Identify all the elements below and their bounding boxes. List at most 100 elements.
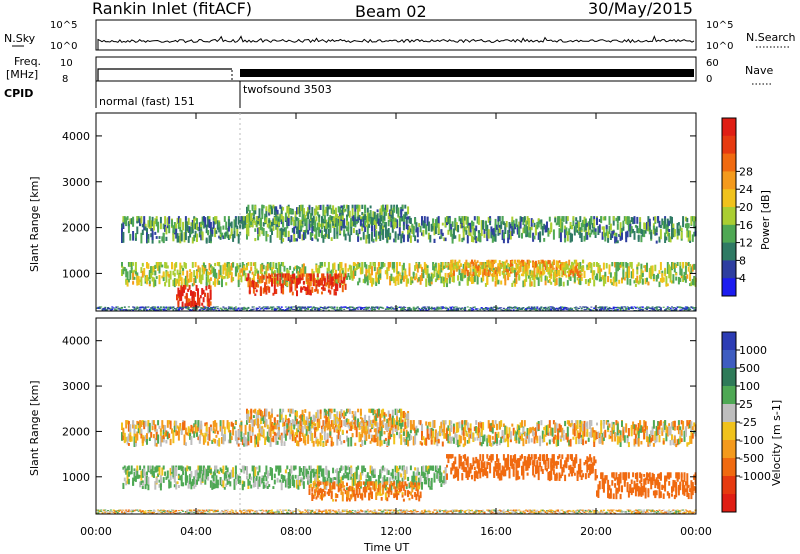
heatmap-cell (451, 306, 454, 308)
heatmap-cell (665, 432, 668, 442)
heatmap-cell (590, 229, 593, 235)
heatmap-cell (666, 229, 669, 237)
heatmap-cell (621, 420, 623, 427)
heatmap-cell (639, 274, 642, 278)
heatmap-cell (157, 307, 160, 309)
heatmap-cell (218, 280, 221, 285)
heatmap-cell (541, 270, 544, 276)
heatmap-cell (412, 230, 415, 238)
heatmap-cell (172, 233, 175, 242)
heatmap-cell (119, 309, 122, 311)
heatmap-cell (612, 278, 615, 286)
heatmap-cell (422, 436, 425, 440)
heatmap-cell (641, 306, 644, 308)
heatmap-cell (461, 237, 464, 243)
heatmap-cell (311, 268, 314, 279)
heatmap-cell (555, 436, 558, 446)
heatmap-cell (437, 216, 440, 224)
heatmap-cell (416, 428, 419, 433)
heatmap-cell (584, 440, 587, 444)
heatmap-cell (522, 262, 525, 267)
heatmap-cell (340, 220, 343, 226)
heatmap-cell (397, 210, 400, 217)
heatmap-cell (422, 307, 425, 309)
heatmap-cell (301, 287, 304, 290)
heatmap-cell (225, 263, 228, 268)
heatmap-cell (133, 269, 136, 273)
heatmap-cell (182, 221, 185, 231)
heatmap-cell (255, 289, 258, 293)
heatmap-cell (462, 227, 465, 238)
heatmap-cell (548, 420, 551, 428)
heatmap-cell (157, 306, 160, 308)
heatmap-cell (383, 263, 386, 267)
heatmap-cell (601, 308, 604, 310)
heatmap-cell (248, 424, 251, 431)
heatmap-cell (357, 264, 360, 269)
heatmap-cell (401, 272, 404, 279)
heatmap-cell (518, 266, 521, 273)
heatmap-cell (359, 425, 362, 429)
heatmap-cell (415, 429, 418, 436)
heatmap-cell (608, 264, 611, 268)
heatmap-cell (686, 223, 689, 231)
heatmap-cell (614, 236, 617, 244)
heatmap-cell (493, 309, 496, 311)
heatmap-cell (390, 210, 393, 215)
heatmap-cell (207, 271, 210, 275)
heatmap-cell (308, 307, 311, 308)
heatmap-cell (469, 222, 472, 229)
heatmap-cell (118, 307, 121, 310)
heatmap-cell (687, 230, 690, 238)
heatmap-cell (305, 229, 308, 233)
heatmap-cell (554, 278, 557, 283)
heatmap-cell (451, 436, 454, 441)
heatmap-cell (434, 225, 437, 234)
heatmap-cell (591, 309, 594, 311)
heatmap-cell (446, 429, 448, 437)
heatmap-cell (393, 277, 396, 284)
heatmap-cell (454, 308, 457, 310)
heatmap-cell (686, 274, 689, 279)
heatmap-cell (176, 431, 179, 436)
heatmap-cell (436, 432, 439, 440)
heatmap-cell (350, 437, 353, 447)
heatmap-cell (490, 231, 493, 239)
heatmap-cell (222, 225, 225, 230)
heatmap-cell (596, 262, 598, 267)
heatmap-cell (173, 222, 176, 233)
heatmap-cell (262, 222, 265, 227)
heatmap-cell (590, 420, 593, 426)
heatmap-cell (321, 278, 323, 285)
heatmap-cell (111, 307, 114, 309)
heatmap-cell (508, 264, 511, 268)
heatmap-cell (337, 216, 340, 223)
heatmap-cell (329, 274, 332, 282)
heatmap-cell (464, 262, 467, 271)
heatmap-cell (627, 267, 630, 278)
heatmap-cell (633, 280, 636, 284)
heatmap-cell (190, 226, 193, 235)
heatmap-cell (666, 306, 669, 308)
heatmap-cell (476, 436, 479, 441)
heatmap-cell (550, 274, 553, 277)
heatmap-cell (329, 215, 332, 221)
heatmap-cell (448, 428, 451, 436)
heatmap-cell (379, 212, 382, 217)
heatmap-cell (318, 309, 321, 311)
heatmap-cell (250, 408, 253, 413)
heatmap-cell (447, 425, 450, 431)
heatmap-cell (408, 307, 411, 310)
heatmap-cell (415, 425, 418, 430)
heatmap-cell (275, 288, 278, 294)
heatmap-cell (268, 286, 271, 293)
heatmap-cell (626, 263, 629, 273)
heatmap-cell (358, 277, 361, 283)
heatmap-cell (216, 308, 219, 310)
heatmap-cell (533, 306, 536, 308)
heatmap-cell (204, 306, 207, 308)
heatmap-cell (304, 306, 307, 308)
heatmap-cell (300, 204, 303, 212)
heatmap-cell (148, 225, 151, 229)
heatmap-cell (541, 262, 544, 272)
